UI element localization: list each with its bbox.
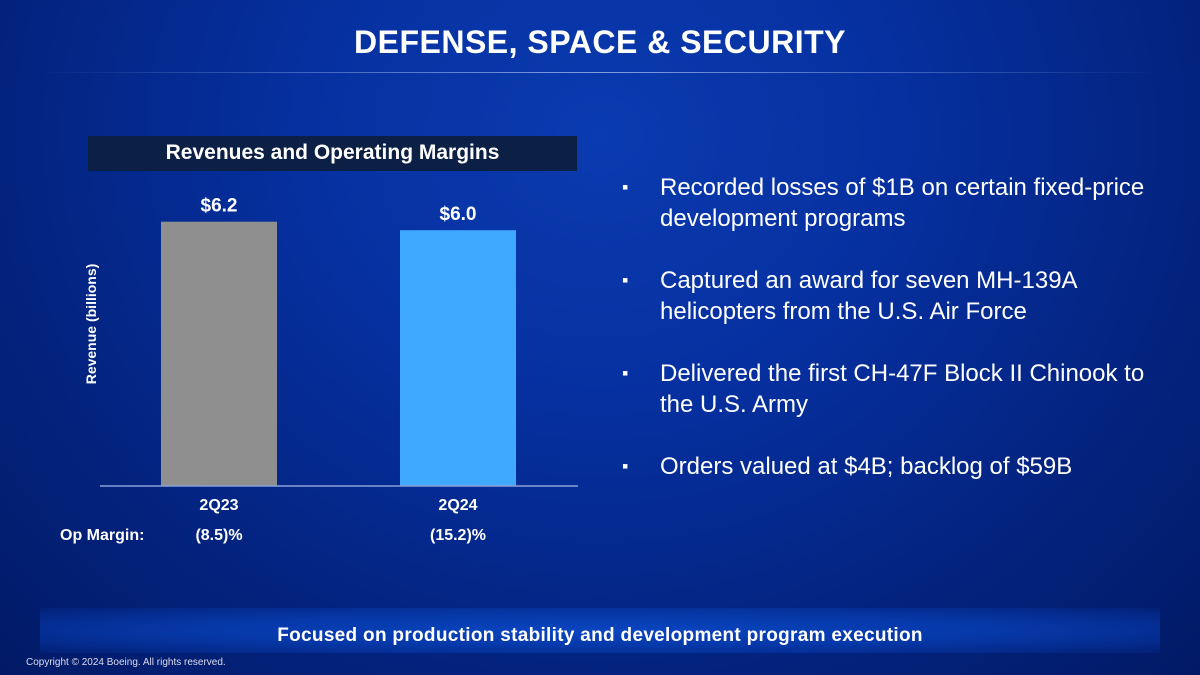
data-label: $6.2 (201, 196, 238, 217)
op-margin-value: (8.5)% (195, 527, 242, 544)
bullet-item: Captured an award for seven MH-139A heli… (620, 265, 1180, 327)
bullet-item: Recorded losses of $1B on certain fixed-… (620, 172, 1180, 234)
op-margin-value: (15.2)% (430, 527, 486, 544)
bar-2Q23 (161, 221, 277, 486)
data-label: $6.0 (440, 204, 477, 225)
op-margin-label: Op Margin: (60, 527, 144, 544)
highlights-list: Recorded losses of $1B on certain fixed-… (620, 172, 1180, 513)
bullet-item: Orders valued at $4B; backlog of $59B (620, 451, 1180, 482)
x-tick-label: 2Q23 (199, 497, 238, 514)
title-divider (40, 72, 1160, 73)
copyright: Copyright © 2024 Boeing. All rights rese… (26, 657, 226, 668)
y-axis-label: Revenue (billions) (83, 264, 99, 385)
x-tick-label: 2Q24 (438, 497, 477, 514)
slide-title: DEFENSE, SPACE & SECURITY (354, 24, 846, 60)
chart-title: Revenues and Operating Margins (88, 136, 577, 171)
bar-2Q24 (400, 230, 516, 486)
bullet-item: Delivered the first CH-47F Block II Chin… (620, 358, 1180, 420)
summary-banner: Focused on production stability and deve… (40, 608, 1160, 653)
